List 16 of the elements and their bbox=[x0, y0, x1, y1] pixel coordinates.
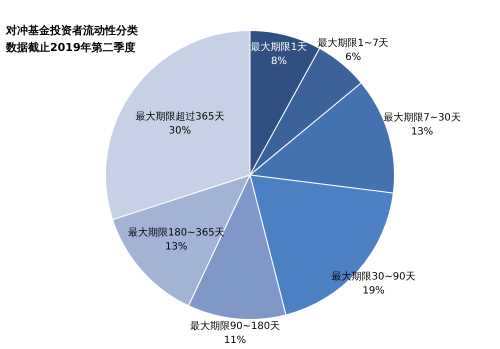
data-label: 8% bbox=[270, 56, 287, 68]
text: 数据截止2019年第二季度 bbox=[6, 40, 137, 56]
data-label: 6% bbox=[345, 52, 362, 63]
data-label: 13% bbox=[410, 126, 434, 138]
slice-label: 最大期限7~30天 bbox=[383, 112, 461, 124]
slice-label: 最大期限超过365天 bbox=[135, 110, 224, 123]
chart-title: 对冲基金投资者流动性分类 bbox=[6, 23, 138, 39]
data-label: 13% bbox=[165, 242, 188, 253]
data-label: 30% bbox=[168, 126, 191, 137]
slice-label: 最大期限1天 bbox=[250, 41, 308, 54]
data-label: 19% bbox=[362, 286, 385, 297]
data-label: 11% bbox=[224, 334, 246, 346]
slice-label: 最大期限30~90天 bbox=[332, 270, 416, 283]
slice-label: 最大期限1~7天 bbox=[318, 36, 389, 49]
slice-label: 最大期限180~365天 bbox=[128, 226, 225, 239]
slice-label: 最大期限90~180天 bbox=[190, 320, 280, 332]
